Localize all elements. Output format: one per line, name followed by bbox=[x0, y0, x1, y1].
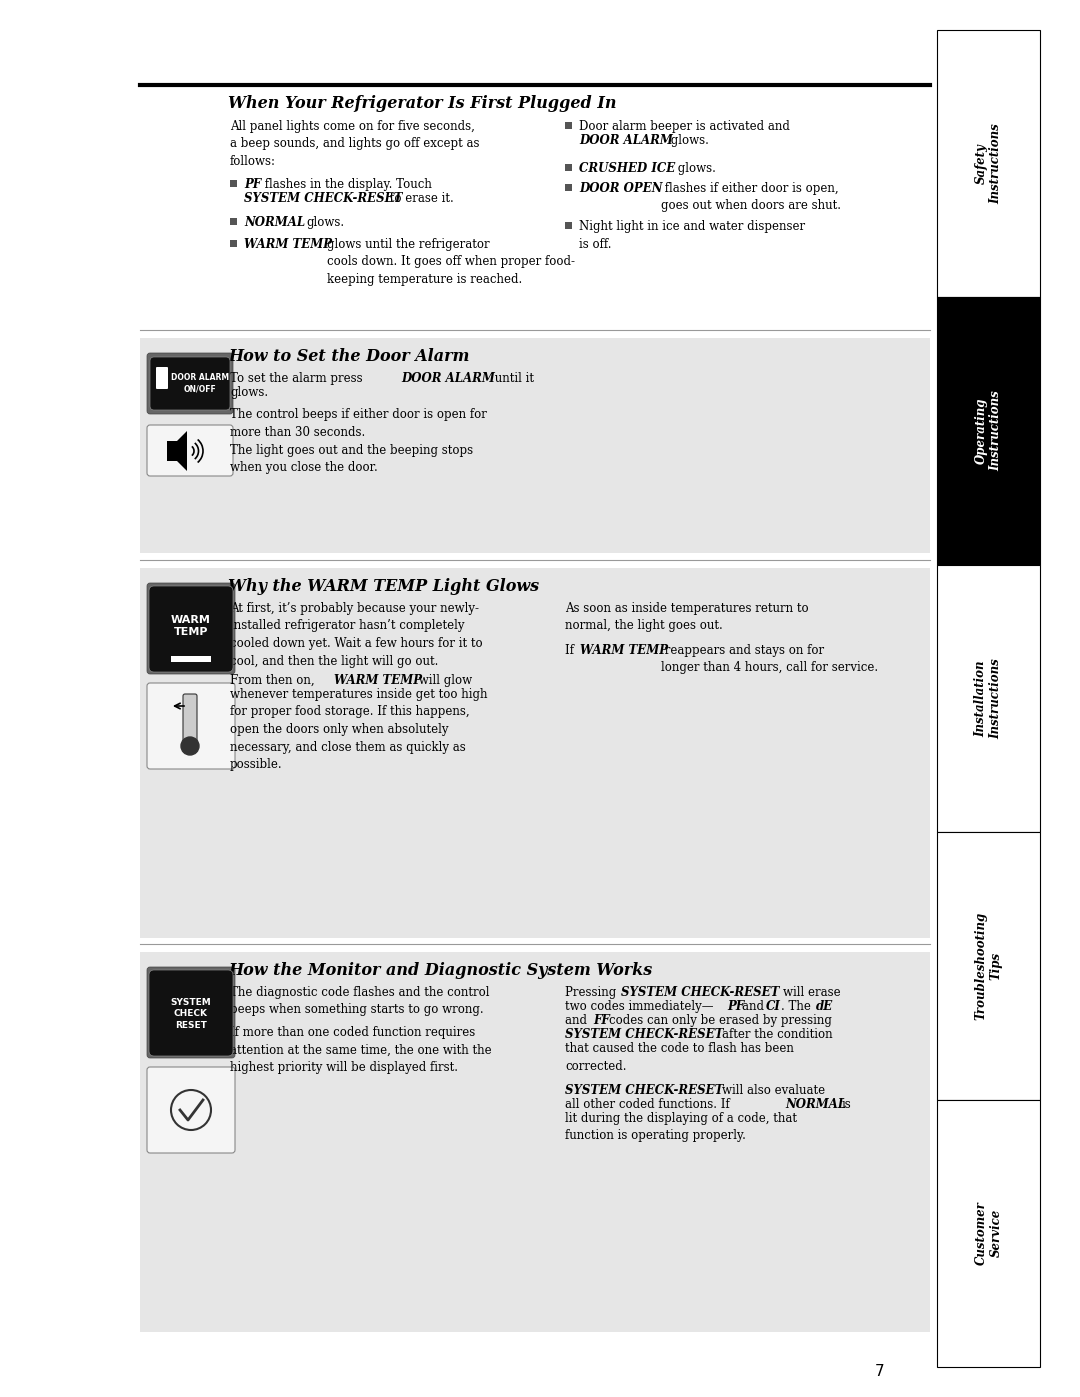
Text: 7: 7 bbox=[875, 1365, 885, 1379]
Text: SYSTEM
CHECK
RESET: SYSTEM CHECK RESET bbox=[171, 999, 212, 1030]
Text: codes can only be erased by pressing: codes can only be erased by pressing bbox=[609, 1014, 832, 1027]
FancyBboxPatch shape bbox=[147, 353, 233, 414]
Text: FF: FF bbox=[593, 1014, 610, 1027]
FancyBboxPatch shape bbox=[149, 970, 233, 1056]
FancyBboxPatch shape bbox=[150, 358, 230, 409]
Bar bbox=[937, 564, 1040, 833]
Bar bbox=[937, 1099, 1040, 1368]
FancyBboxPatch shape bbox=[147, 683, 235, 768]
Bar bbox=[937, 29, 1040, 298]
Text: DOOR OPEN: DOOR OPEN bbox=[579, 182, 662, 196]
Text: How the Monitor and Diagnostic System Works: How the Monitor and Diagnostic System Wo… bbox=[228, 963, 652, 979]
Text: until it: until it bbox=[491, 372, 534, 386]
Text: The control beeps if either door is open for
more than 30 seconds.: The control beeps if either door is open… bbox=[230, 408, 487, 439]
Bar bbox=[937, 833, 1040, 1099]
Text: reappears and stays on for
longer than 4 hours, call for service.: reappears and stays on for longer than 4… bbox=[661, 644, 878, 675]
Text: . The: . The bbox=[781, 1000, 814, 1013]
Text: glows until the refrigerator
cools down. It goes off when proper food-
keeping t: glows until the refrigerator cools down.… bbox=[327, 237, 575, 286]
Text: The light goes out and the beeping stops
when you close the door.: The light goes out and the beeping stops… bbox=[230, 444, 473, 475]
Text: DOOR ALARM: DOOR ALARM bbox=[401, 372, 495, 386]
Text: Installation
Instructions: Installation Instructions bbox=[974, 658, 1002, 739]
Text: after the condition: after the condition bbox=[723, 1028, 833, 1041]
FancyBboxPatch shape bbox=[147, 425, 233, 476]
Text: Operating
Instructions: Operating Instructions bbox=[974, 391, 1002, 471]
Text: From then on,: From then on, bbox=[230, 673, 319, 687]
Text: is: is bbox=[842, 1098, 852, 1111]
Text: and: and bbox=[742, 1000, 768, 1013]
Text: DOOR ALARM: DOOR ALARM bbox=[579, 134, 673, 147]
Text: glows.: glows. bbox=[230, 386, 268, 400]
Text: Door alarm beeper is activated and: Door alarm beeper is activated and bbox=[579, 120, 794, 133]
Text: PF: PF bbox=[727, 1000, 744, 1013]
FancyBboxPatch shape bbox=[147, 967, 235, 1058]
Text: will erase: will erase bbox=[783, 986, 840, 999]
Text: Customer
Service: Customer Service bbox=[974, 1201, 1002, 1266]
Text: As soon as inside temperatures return to
normal, the light goes out.: As soon as inside temperatures return to… bbox=[565, 602, 809, 633]
Bar bbox=[171, 657, 211, 662]
FancyBboxPatch shape bbox=[156, 367, 168, 388]
Text: If more than one coded function requires
attention at the same time, the one wit: If more than one coded function requires… bbox=[230, 1025, 491, 1074]
FancyBboxPatch shape bbox=[149, 585, 233, 672]
Bar bbox=[140, 951, 930, 1331]
Text: All panel lights come on for five seconds,
a beep sounds, and lights go off exce: All panel lights come on for five second… bbox=[230, 120, 480, 168]
Text: will glow: will glow bbox=[415, 673, 472, 687]
Text: WARM TEMP: WARM TEMP bbox=[334, 673, 422, 687]
Text: SYSTEM CHECK-RESET: SYSTEM CHECK-RESET bbox=[621, 986, 780, 999]
Text: Pressing: Pressing bbox=[565, 986, 620, 999]
Bar bbox=[229, 179, 237, 187]
Text: CI: CI bbox=[766, 1000, 781, 1013]
Bar bbox=[140, 338, 930, 553]
Bar bbox=[229, 218, 237, 225]
Text: WARM TEMP: WARM TEMP bbox=[244, 237, 333, 251]
Text: NORMAL: NORMAL bbox=[785, 1098, 846, 1111]
Text: that caused the code to flash has been
corrected.: that caused the code to flash has been c… bbox=[565, 1042, 794, 1073]
Text: SYSTEM CHECK-RESET: SYSTEM CHECK-RESET bbox=[565, 1028, 724, 1041]
Bar bbox=[565, 122, 571, 129]
Polygon shape bbox=[167, 432, 187, 471]
Text: At first, it’s probably because your newly-
installed refrigerator hasn’t comple: At first, it’s probably because your new… bbox=[230, 602, 483, 668]
FancyBboxPatch shape bbox=[147, 583, 235, 673]
Text: CRUSHED ICE: CRUSHED ICE bbox=[579, 162, 675, 175]
Text: Safety
Instructions: Safety Instructions bbox=[974, 123, 1002, 204]
Text: DOOR ALARM
ON/OFF: DOOR ALARM ON/OFF bbox=[171, 373, 229, 393]
Text: When Your Refrigerator Is First Plugged In: When Your Refrigerator Is First Plugged … bbox=[228, 95, 617, 112]
Text: flashes in the display. Touch: flashes in the display. Touch bbox=[261, 177, 435, 191]
Text: SYSTEM CHECK-RESET: SYSTEM CHECK-RESET bbox=[244, 191, 403, 205]
Bar bbox=[565, 183, 571, 190]
Text: To set the alarm press: To set the alarm press bbox=[230, 372, 366, 386]
Text: glows.: glows. bbox=[306, 217, 345, 229]
FancyBboxPatch shape bbox=[183, 694, 197, 743]
Bar bbox=[229, 239, 237, 246]
Text: glows.: glows. bbox=[674, 162, 716, 175]
Text: all other coded functions. If: all other coded functions. If bbox=[565, 1098, 733, 1111]
Text: Troubleshooting
Tips: Troubleshooting Tips bbox=[974, 912, 1002, 1020]
Circle shape bbox=[181, 738, 199, 754]
Text: WARM TEMP: WARM TEMP bbox=[580, 644, 669, 657]
FancyBboxPatch shape bbox=[147, 1067, 235, 1153]
Text: SYSTEM CHECK-RESET: SYSTEM CHECK-RESET bbox=[565, 1084, 724, 1097]
Bar bbox=[937, 298, 1040, 564]
Text: NORMAL: NORMAL bbox=[244, 217, 306, 229]
Text: How to Set the Door Alarm: How to Set the Door Alarm bbox=[228, 348, 470, 365]
Text: lit during the displaying of a code, that
function is operating properly.: lit during the displaying of a code, tha… bbox=[565, 1112, 797, 1143]
Text: If: If bbox=[565, 644, 578, 657]
Text: glows.: glows. bbox=[667, 134, 708, 147]
Text: The diagnostic code flashes and the control
beeps when something starts to go wr: The diagnostic code flashes and the cont… bbox=[230, 986, 489, 1017]
Text: and: and bbox=[565, 1014, 591, 1027]
Text: two codes immediately—: two codes immediately— bbox=[565, 1000, 714, 1013]
Bar bbox=[565, 222, 571, 229]
Bar bbox=[565, 163, 571, 170]
Text: dE: dE bbox=[816, 1000, 834, 1013]
Text: whenever temperatures inside get too high
for proper food storage. If this happe: whenever temperatures inside get too hig… bbox=[230, 687, 487, 771]
Text: Why the WARM TEMP Light Glows: Why the WARM TEMP Light Glows bbox=[228, 578, 539, 595]
Text: PF: PF bbox=[244, 177, 261, 191]
Text: WARM
TEMP: WARM TEMP bbox=[171, 615, 211, 637]
Text: flashes if either door is open,
goes out when doors are shut.: flashes if either door is open, goes out… bbox=[661, 182, 841, 212]
Text: Night light in ice and water dispenser
is off.: Night light in ice and water dispenser i… bbox=[579, 219, 805, 250]
Text: will also evaluate: will also evaluate bbox=[723, 1084, 825, 1097]
Text: to erase it.: to erase it. bbox=[386, 191, 454, 205]
Bar bbox=[140, 569, 930, 937]
